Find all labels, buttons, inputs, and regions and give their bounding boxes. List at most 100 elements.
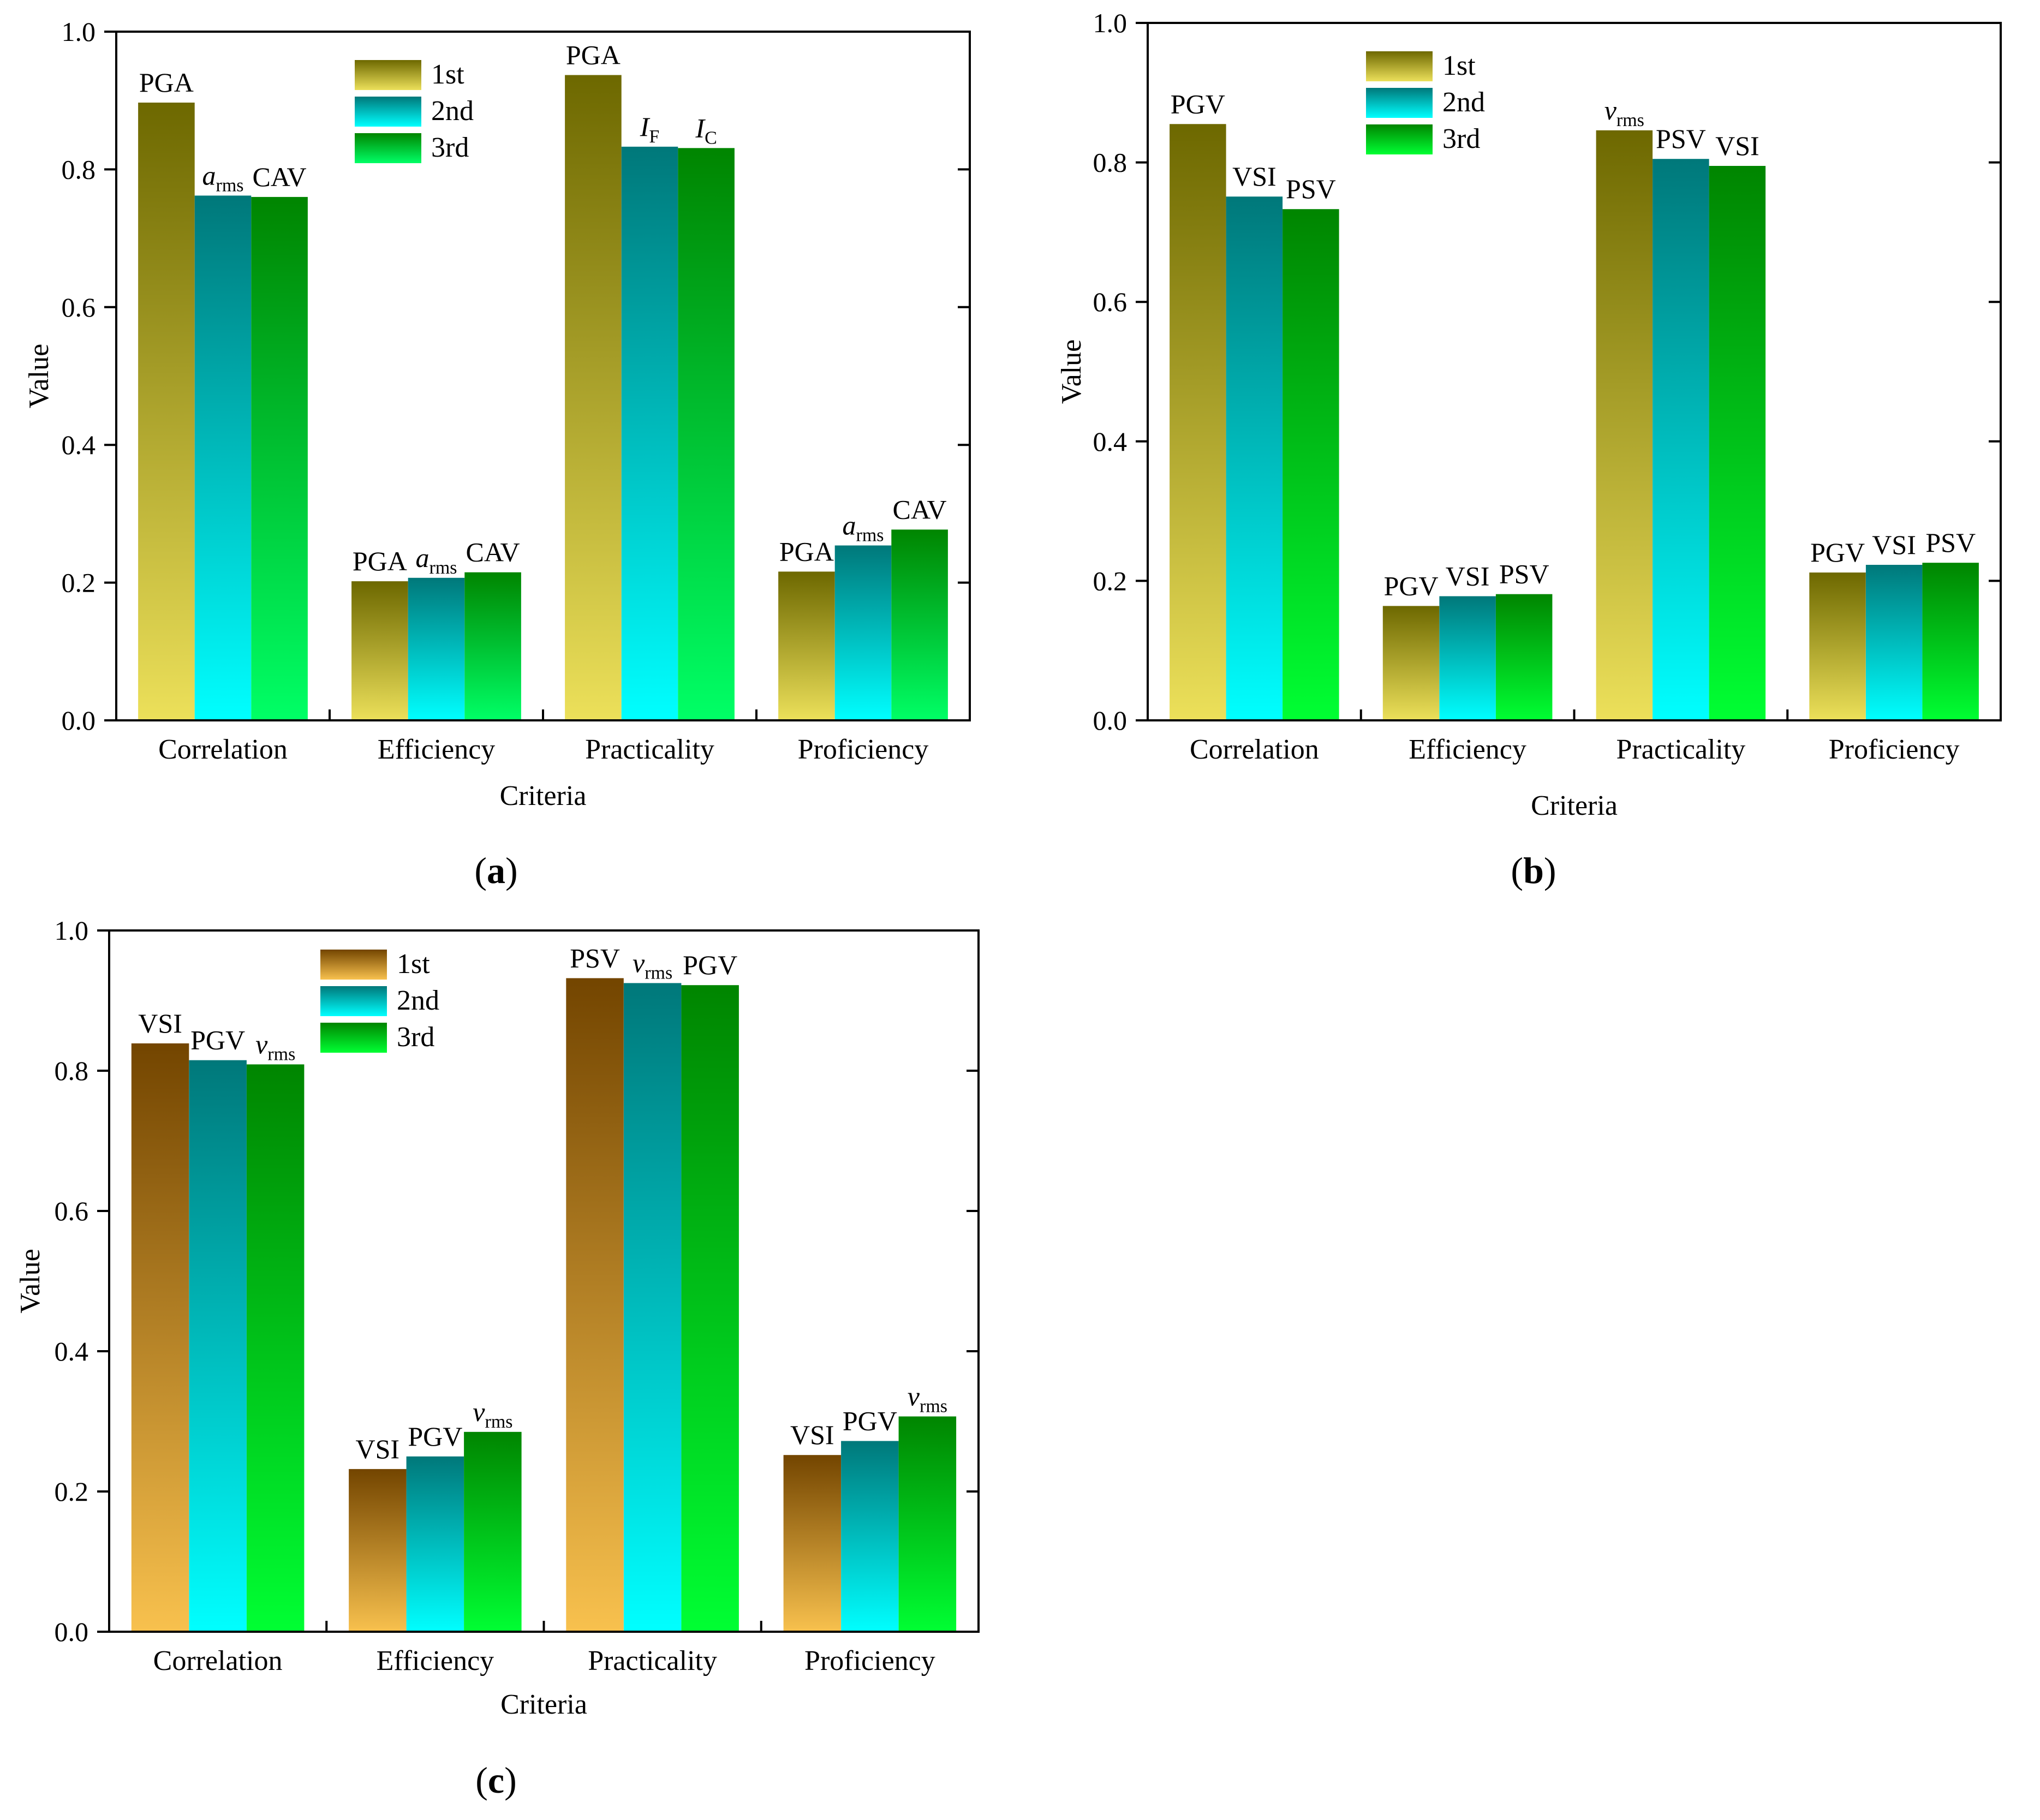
bar-label-a-1-0: PGA bbox=[353, 546, 407, 576]
bar-b-correlation-1st bbox=[1170, 124, 1226, 720]
bar-c-efficiency-3rd bbox=[464, 1431, 522, 1632]
bar-b-correlation-3rd bbox=[1283, 209, 1339, 720]
bar-a-correlation-2nd bbox=[194, 195, 252, 720]
bar-label-b-0-0: PGV bbox=[1171, 88, 1225, 119]
bar-a-proficiency-1st bbox=[778, 571, 835, 720]
bar-label-a-3-1: arms bbox=[843, 510, 884, 546]
bar-label-a-0-1: arms bbox=[202, 160, 244, 195]
legend-swatch-a-2nd bbox=[355, 97, 421, 127]
y-tick-label-c-3: 0.6 bbox=[55, 1196, 89, 1226]
bar-a-efficiency-1st bbox=[351, 581, 408, 720]
bar-label-b-1-1: VSI bbox=[1446, 561, 1490, 592]
plot-frame-c bbox=[108, 929, 980, 1633]
y-tick-label-c-1: 0.2 bbox=[55, 1476, 89, 1507]
y-tick-label-a-0: 0.0 bbox=[62, 705, 96, 736]
y-tick-label-a-1: 0.2 bbox=[62, 568, 96, 598]
legend-swatch-a-3rd bbox=[355, 133, 421, 163]
x-tick-label-b-1: Efficiency bbox=[1409, 734, 1526, 765]
y-tick-label-a-5: 1.0 bbox=[62, 16, 96, 47]
bar-a-proficiency-3rd bbox=[891, 529, 948, 720]
bar-label-a-3-2: CAV bbox=[893, 494, 947, 524]
y-tick-label-a-2: 0.4 bbox=[62, 429, 96, 460]
bar-b-correlation-2nd bbox=[1226, 196, 1283, 720]
bar-a-correlation-3rd bbox=[251, 196, 308, 720]
bar-label-a-0-0: PGA bbox=[139, 67, 194, 98]
bar-label-a-0-2: CAV bbox=[253, 162, 307, 192]
bar-c-correlation-1st bbox=[131, 1043, 189, 1632]
x-tick-label-c-2: Practicality bbox=[588, 1645, 717, 1676]
bar-a-practicality-3rd bbox=[678, 148, 735, 720]
bar-b-practicality-3rd bbox=[1709, 166, 1766, 720]
bar-c-efficiency-2nd bbox=[406, 1456, 464, 1632]
legend-label-b-1st: 1st bbox=[1442, 50, 1476, 81]
panel-a: PGA arms CAV Correlation PGA arms CAV Efficienc… bbox=[23, 16, 971, 891]
legend-label-a-3rd: 3rd bbox=[431, 132, 469, 163]
bar-label-a-2-0: PGA bbox=[566, 40, 621, 70]
legend-label-b-3rd: 3rd bbox=[1442, 123, 1480, 154]
bar-label-b-2-2: VSI bbox=[1715, 130, 1759, 161]
bar-b-efficiency-3rd bbox=[1495, 594, 1553, 720]
bar-label-b-1-0: PGV bbox=[1384, 570, 1439, 601]
y-axis-label-c: Value bbox=[15, 1249, 46, 1313]
x-axis-label-a: Criteria bbox=[500, 780, 587, 811]
bar-a-proficiency-2nd bbox=[834, 545, 892, 720]
panel-label-c: (c) bbox=[475, 1759, 517, 1801]
bar-label-b-2-1: PSV bbox=[1656, 123, 1706, 154]
bar-c-proficiency-1st bbox=[783, 1455, 842, 1632]
y-tick-label-c-2: 0.4 bbox=[55, 1336, 89, 1367]
y-axis-label-a: Value bbox=[23, 344, 55, 408]
bar-label-c-3-2: vrms bbox=[908, 1381, 947, 1417]
bar-c-practicality-3rd bbox=[681, 985, 739, 1632]
panel-c: VSI PGV vrms Correlation VSI PGV vrms Efficienc… bbox=[15, 915, 980, 1801]
x-tick-label-c-0: Correlation bbox=[153, 1645, 283, 1676]
legend-swatch-b-3rd bbox=[1366, 124, 1433, 154]
legend-label-a-2nd: 2nd bbox=[431, 96, 474, 127]
bar-b-proficiency-3rd bbox=[1922, 563, 1979, 720]
bar-label-a-1-2: CAV bbox=[466, 537, 520, 568]
legend-swatch-b-1st bbox=[1366, 51, 1433, 81]
y-tick-label-b-1: 0.2 bbox=[1093, 565, 1128, 596]
bar-label-b-0-2: PSV bbox=[1286, 174, 1336, 204]
bar-label-a-3-0: PGA bbox=[779, 536, 834, 566]
bar-b-efficiency-2nd bbox=[1439, 596, 1496, 720]
y-tick-label-b-5: 1.0 bbox=[1093, 8, 1128, 38]
y-tick-label-b-2: 0.4 bbox=[1093, 426, 1128, 457]
bar-label-c-2-2: PGV bbox=[683, 950, 737, 980]
bar-label-c-0-0: VSI bbox=[138, 1008, 182, 1039]
bar-c-proficiency-3rd bbox=[898, 1416, 957, 1632]
x-tick-label-b-0: Correlation bbox=[1190, 734, 1319, 765]
legend-label-a-1st: 1st bbox=[431, 59, 464, 90]
bar-label-b-2-0: vrms bbox=[1604, 95, 1644, 130]
bar-label-c-2-1: vrms bbox=[633, 947, 672, 983]
bar-a-efficiency-3rd bbox=[464, 572, 521, 720]
legend-label-c-1st: 1st bbox=[397, 948, 430, 980]
bar-label-c-3-1: PGV bbox=[843, 1406, 897, 1436]
bar-b-proficiency-2nd bbox=[1865, 565, 1923, 720]
bar-label-b-0-1: VSI bbox=[1232, 161, 1277, 192]
bar-a-practicality-1st bbox=[565, 75, 622, 720]
legend-swatch-b-2nd bbox=[1366, 88, 1433, 118]
legend-label-c-3rd: 3rd bbox=[397, 1022, 434, 1053]
x-tick-label-a-0: Correlation bbox=[158, 734, 288, 765]
legend-swatch-c-3rd bbox=[320, 1023, 387, 1053]
y-axis-label-b: Value bbox=[1056, 339, 1087, 404]
bar-label-b-1-2: PSV bbox=[1499, 559, 1549, 589]
bar-label-c-2-0: PSV bbox=[570, 942, 620, 973]
legend-swatch-c-1st bbox=[320, 950, 387, 980]
y-tick-label-b-0: 0.0 bbox=[1093, 705, 1128, 736]
bar-c-proficiency-2nd bbox=[841, 1441, 899, 1632]
y-tick-label-b-3: 0.6 bbox=[1093, 287, 1128, 317]
bar-label-c-1-1: PGV bbox=[408, 1421, 462, 1452]
bar-label-c-3-0: VSI bbox=[790, 1419, 834, 1450]
bar-c-practicality-2nd bbox=[623, 983, 682, 1632]
bar-label-a-2-1: IF bbox=[640, 111, 660, 147]
bar-b-efficiency-1st bbox=[1382, 606, 1440, 720]
bar-label-b-3-0: PGV bbox=[1810, 537, 1865, 568]
bar-c-practicality-1st bbox=[566, 978, 624, 1632]
bar-b-practicality-2nd bbox=[1653, 159, 1709, 721]
bar-label-a-2-2: IC bbox=[695, 112, 717, 148]
x-tick-label-a-1: Efficiency bbox=[378, 734, 496, 765]
bar-c-efficiency-1st bbox=[349, 1469, 407, 1632]
x-tick-label-c-3: Proficiency bbox=[804, 1645, 935, 1676]
